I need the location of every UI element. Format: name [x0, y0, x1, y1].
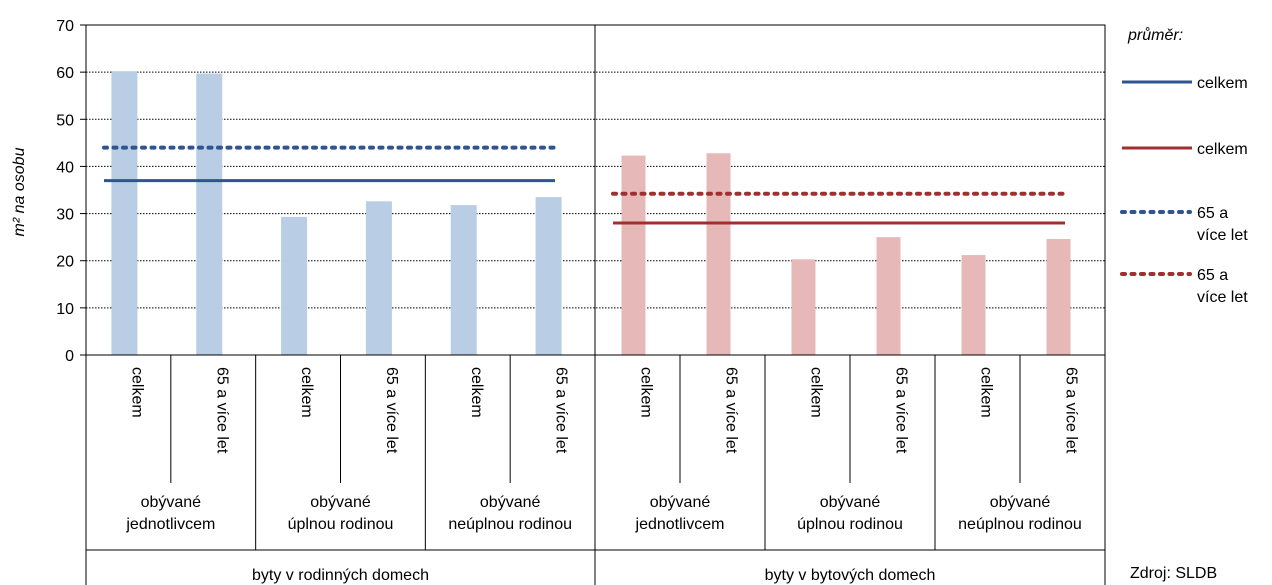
category-label: celkem: [978, 367, 995, 418]
subgroup-label: obývané jednotlivcem: [125, 494, 215, 533]
category-label: 65 a více let: [893, 367, 910, 454]
bar: [876, 237, 901, 355]
y-tick-label: 10: [56, 301, 74, 318]
legend-label: celkem: [1197, 75, 1248, 92]
group-label: byty v bytových domech: [765, 567, 936, 584]
bar: [961, 255, 986, 355]
y-tick-label: 30: [56, 207, 74, 224]
y-axis-ticks: 0 10 20 30 40 50 60 70: [56, 18, 86, 365]
subgroup-label: obývané jednotlivcem: [635, 494, 725, 533]
axes: [85, 24, 1106, 585]
subgroup-label: obývané neúplnou rodinou: [448, 494, 572, 533]
bar: [196, 73, 223, 356]
bars: [111, 71, 1071, 356]
legend-label: 65 a více let: [1197, 205, 1248, 244]
legend-label: 65 a více let: [1197, 267, 1248, 306]
y-tick-label: 50: [56, 112, 74, 129]
bar: [450, 205, 477, 355]
bar: [111, 71, 138, 355]
bar: [365, 201, 392, 355]
category-label: 65 a více let: [553, 367, 570, 454]
source-note: Zdroj: SLDB: [1130, 565, 1217, 582]
category-label: 65 a více let: [1063, 367, 1080, 454]
legend-title: průměr:: [1127, 26, 1183, 44]
legend: průměr: celkem celkem 65 a více let 65 a více …: [1120, 26, 1248, 306]
category-label: 65 a více let: [213, 367, 230, 454]
category-label: celkem: [128, 367, 145, 418]
y-tick-label: 40: [56, 159, 74, 176]
category-label: celkem: [298, 367, 315, 418]
legend-label: celkem: [1197, 141, 1248, 158]
y-tick-label: 0: [65, 348, 74, 365]
y-tick-label: 60: [56, 65, 74, 82]
bar: [706, 153, 731, 355]
y-axis-label: m² na osobu: [11, 147, 28, 236]
bar: [281, 216, 308, 355]
y-tick-label: 70: [56, 18, 74, 35]
bar: [791, 259, 816, 355]
category-label: celkem: [638, 367, 655, 418]
category-label: 65 a více let: [723, 367, 740, 454]
category-label: 65 a více let: [383, 367, 400, 454]
category-label: celkem: [808, 367, 825, 418]
category-label: celkem: [468, 367, 485, 418]
group-label: byty v rodinných domech: [252, 567, 429, 584]
bar: [1046, 239, 1071, 355]
reference-lines: [102, 145, 1067, 225]
subgroup-label: obývané neúplnou rodinou: [958, 494, 1082, 533]
y-tick-label: 20: [56, 254, 74, 271]
bar: [535, 197, 562, 355]
x-axis-categories: celkem 65 a více let celkem 65 a více let ce…: [125, 367, 1081, 584]
subgroup-label: obývané úplnou rodinou: [288, 494, 394, 533]
bar: [621, 155, 646, 355]
subgroup-label: obývané úplnou rodinou: [797, 494, 903, 533]
